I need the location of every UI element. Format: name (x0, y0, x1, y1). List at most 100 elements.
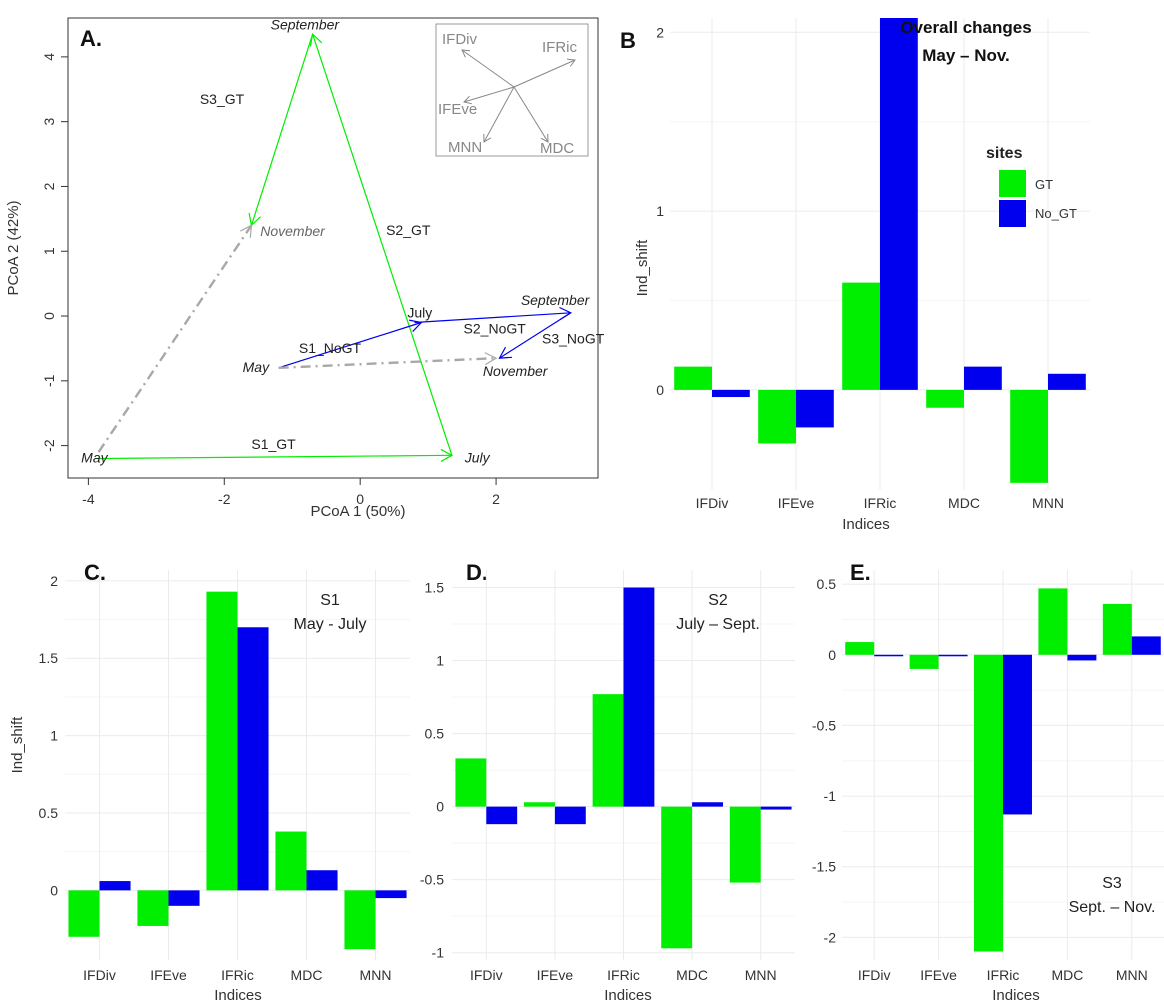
panel-a-segment-labels: S1_GT S2_GT S3_GT S1_NoGT S2_NoGT S3_NoGT (200, 91, 605, 452)
trajectory-segment-s1-gt (95, 448, 454, 462)
legend-swatch-gt (999, 170, 1026, 197)
panel-b-letter: B (620, 28, 636, 53)
bar-mnn-nogt (760, 806, 792, 810)
category-label-mnn: MNN (745, 967, 777, 983)
panel-a-ytick-label: -2 (41, 439, 57, 452)
panel-a-letter: A. (80, 26, 102, 51)
bar-mnn-gt (1010, 389, 1048, 483)
category-label-ifdiv: IFDiv (470, 967, 503, 983)
panel-a-pcoa: A. -4 -2 0 2 -2 -1 0 1 2 3 4 May July September Novem… (5, 16, 605, 520)
panel-a-ytick-label: 2 (41, 182, 57, 190)
bar-ifdiv-nogt (874, 654, 904, 657)
ytick-label: 0.5 (39, 805, 59, 821)
panel-e-plot: -2 -1.5 -1 -0.5 0 0.5 IFDiv IFEve IFRic MDC MNN (812, 570, 1164, 983)
bar-ifric-gt (592, 694, 624, 807)
category-label-ifeve: IFEve (778, 495, 815, 511)
panel-c-ylabel: Ind_shift (9, 716, 26, 774)
panel-d-plot: -1 -0.5 0 0.5 1 1.5 IFDiv IFEve IFRic MDC MNN (420, 570, 795, 983)
bar-ifric-nogt (237, 627, 269, 891)
panel-b-xlabel: Indices (842, 516, 890, 533)
panel-a-point-labels: May July September November May July September… (81, 16, 590, 465)
panel-a-ytick-label: 4 (41, 53, 57, 61)
panel-b-plot: 0 1 2 IFDiv IFEve IFRic MDC MNN (656, 18, 1090, 511)
point-label-may: May (243, 359, 270, 375)
category-label-ifdiv: IFDiv (83, 967, 116, 983)
category-label-ifeve: IFEve (150, 967, 187, 983)
panel-e-xlabel: Indices (992, 987, 1040, 1004)
panel-e-annotation-line2: Sept. – Nov. (1069, 899, 1156, 916)
ytick-label: 0 (656, 382, 664, 398)
bar-mdc-nogt (692, 802, 723, 807)
panel-e-s3-bars: E. -2 -1.5 -1 -0.5 0 0.5 IFDiv IFEve IFRic MDC MNN… (812, 560, 1164, 1004)
inset-arrow-mnn (483, 86, 515, 143)
trajectory-segment-s1-nogt (278, 319, 423, 369)
category-label-mdc: MDC (1051, 967, 1083, 983)
inset-arrow-mdc (513, 86, 549, 143)
bar-ifeve-gt (758, 389, 796, 444)
bar-mdc-gt (275, 831, 307, 891)
bar-mdc-nogt (306, 870, 338, 891)
bar-ifdiv-nogt (99, 881, 131, 891)
point-label-july: July (464, 450, 491, 466)
ytick-label: 2 (656, 24, 664, 40)
bar-ifdiv-nogt (712, 389, 750, 398)
bar-ifeve-nogt (938, 654, 968, 657)
bar-mnn-gt (1102, 603, 1132, 655)
ytick-label: 1.5 (425, 580, 445, 596)
ytick-label: -1 (432, 945, 445, 961)
category-label-ifdiv: IFDiv (858, 967, 891, 983)
panel-a-xtick-label: 0 (356, 491, 364, 507)
ytick-label: 0 (50, 882, 58, 898)
bar-mdc-gt (661, 806, 693, 949)
bar-ifdiv-nogt (486, 806, 518, 825)
panel-a-axes: -4 -2 0 2 -2 -1 0 1 2 3 4 (41, 53, 500, 507)
ytick-label: -1 (824, 788, 837, 804)
ytick-label: 2 (50, 573, 58, 589)
inset-label-ifric: IFRic (542, 39, 577, 56)
category-label-ifeve: IFEve (920, 967, 957, 983)
bar-ifeve-gt (524, 802, 555, 807)
panel-b-annotation-line2: May – Nov. (922, 46, 1010, 65)
trajectory-segment-s2-gt (309, 33, 453, 456)
legend-label-gt: GT (1035, 177, 1053, 192)
panel-a-frame (67, 17, 599, 479)
inset-label-ifdiv: IFDiv (442, 31, 477, 48)
ytick-label: 1 (436, 653, 444, 669)
bar-ifric-gt (974, 654, 1003, 952)
inset-label-ifeve: IFEve (438, 101, 477, 118)
inset-arrow-ifric (513, 58, 576, 88)
trajectory-segment-overall (97, 224, 253, 453)
panel-c-xlabel: Indices (214, 987, 262, 1004)
panel-b-overall-bars: B 0 1 2 IFDiv IFEve IFRic MDC MNN Overall chang… (620, 18, 1090, 533)
bar-mdc-gt (1038, 588, 1068, 655)
category-label-ifric: IFRic (987, 967, 1020, 983)
inset-label-mnn: MNN (448, 139, 482, 156)
category-label-mdc: MDC (291, 967, 323, 983)
category-label-ifdiv: IFDiv (696, 495, 729, 511)
point-label-september: September (521, 292, 591, 308)
ytick-label: 0.5 (817, 576, 837, 592)
bar-ifeve-gt (137, 890, 169, 926)
bar-ifeve-gt (909, 654, 939, 669)
point-label-may: May (81, 450, 108, 466)
panel-c-annotation-line1: S1 (320, 592, 340, 609)
legend-title: sites (986, 145, 1023, 162)
panel-d-annotation-line2: July – Sept. (676, 616, 760, 633)
segment-label-s2-nogt: S2_NoGT (464, 321, 527, 337)
category-label-ifeve: IFEve (537, 967, 574, 983)
inset-label-mdc: MDC (540, 140, 574, 157)
panel-a-xtick-label: -4 (82, 491, 95, 507)
panel-a-ytick-label: -1 (41, 374, 57, 387)
ytick-label: 1 (656, 203, 664, 219)
panel-a-trajectories (95, 33, 573, 462)
panel-b-annotation-line1: Overall changes (900, 18, 1031, 37)
bar-mnn-nogt (375, 890, 407, 899)
ytick-label: 1.5 (39, 650, 59, 666)
point-label-november: November (483, 363, 549, 379)
ytick-label: -0.5 (420, 872, 444, 888)
trajectory-segment-s2-nogt (414, 306, 573, 324)
bar-ifeve-nogt (554, 806, 586, 825)
bar-ifric-gt (842, 282, 880, 390)
point-label-july: July (407, 305, 432, 321)
